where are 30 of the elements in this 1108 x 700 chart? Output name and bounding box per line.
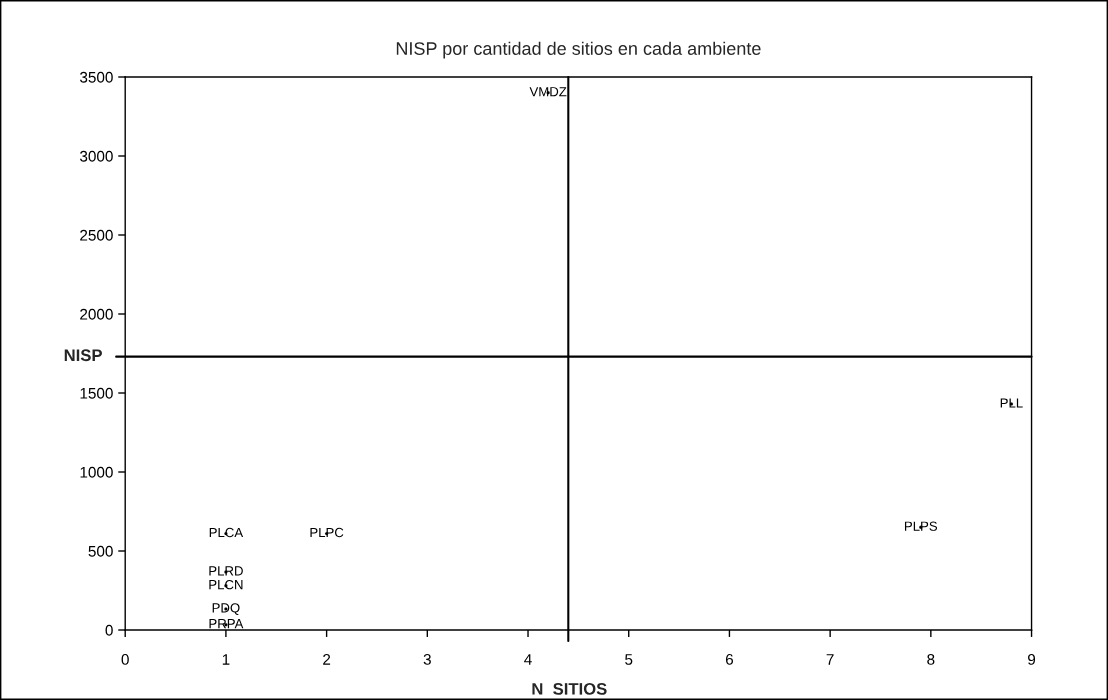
- y-tick-label: 500: [88, 545, 113, 557]
- y-tick-label: 2500: [80, 229, 113, 241]
- x-tick-label: 8: [927, 654, 935, 665]
- data-label: PLCA: [209, 527, 244, 538]
- x-axis-title: N SITIOS: [532, 682, 607, 695]
- data-label: PLPC: [310, 527, 344, 538]
- data-label: PLRD: [209, 566, 243, 576]
- y-tick-label: 2000: [80, 308, 113, 320]
- x-tick-label: 4: [524, 654, 532, 665]
- chart-title: NISP por cantidad de sitios en cada ambiente: [396, 41, 761, 59]
- y-tick-label: 3000: [80, 150, 113, 162]
- y-tick-label: 1000: [80, 466, 113, 478]
- x-tick-label: 1: [222, 654, 230, 665]
- y-axis-title: NISP: [64, 349, 102, 362]
- data-label: PLPS: [904, 521, 938, 531]
- data-label: PRPA: [209, 619, 244, 629]
- x-tick-label: 2: [323, 654, 331, 665]
- x-tick-label: 6: [725, 654, 734, 665]
- data-label: PDQ: [212, 603, 240, 615]
- data-label: VMDZ: [529, 87, 567, 97]
- x-tick-label: 0: [121, 654, 129, 665]
- x-tick-label: 3: [423, 654, 431, 665]
- y-tick-label: 1500: [80, 387, 113, 399]
- x-tick-label: 7: [826, 654, 834, 665]
- data-label: PLCN: [209, 579, 243, 590]
- x-tick-label: 9: [1028, 654, 1036, 665]
- x-tick-label: 5: [625, 654, 633, 665]
- y-tick-label: 0: [105, 624, 113, 636]
- y-tick-label: 3500: [80, 71, 113, 83]
- data-label: PLL: [1000, 398, 1023, 408]
